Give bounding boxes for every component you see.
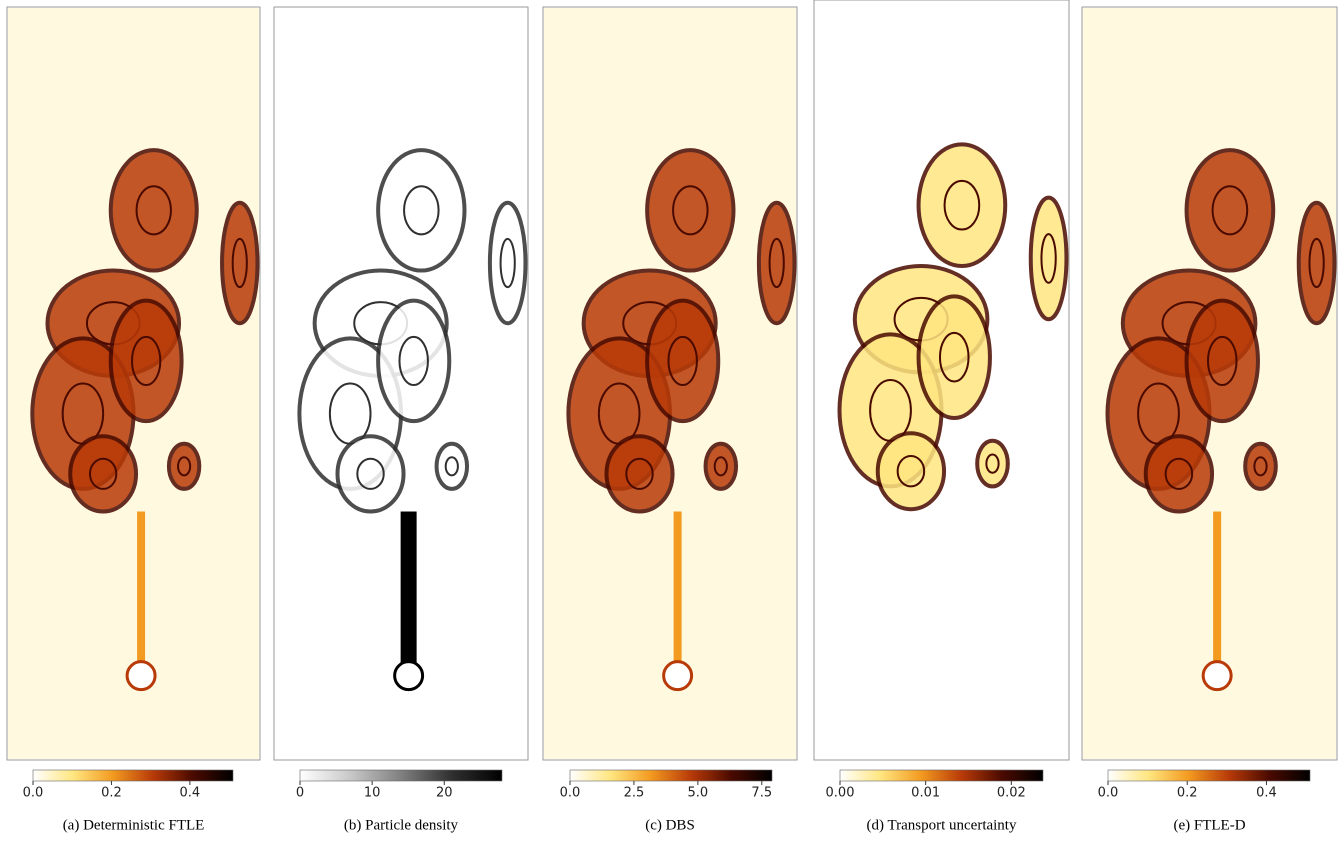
vortex (1187, 301, 1258, 421)
vortex (111, 301, 182, 421)
vortex (878, 433, 944, 509)
colorbar-tick-label: 0.4 (180, 786, 201, 801)
vortex (338, 436, 404, 511)
vortex (1031, 198, 1067, 320)
panel: 0.0 2.5 5.0 7.5 (c) DBS (543, 7, 797, 833)
colorbar (840, 770, 1043, 781)
colorbar-tick-label: 0.0 (560, 786, 581, 801)
vortex (169, 444, 199, 489)
panel-caption: (c) DBS (645, 817, 695, 833)
vortex (378, 150, 464, 270)
wake-stem (674, 512, 682, 670)
cylinder (395, 662, 423, 690)
cylinder (664, 662, 692, 690)
panel-caption: (b) Particle density (344, 817, 459, 833)
colorbar (300, 770, 502, 781)
vortex (919, 296, 990, 418)
colorbar-tick-label: 5.0 (688, 786, 709, 801)
colorbar (33, 770, 233, 781)
wake-stem (137, 512, 145, 670)
figure: 0.0 0.2 0.4 (a) Deterministic FTLE 0 10 20 (b) … (0, 0, 1343, 841)
vortex (977, 441, 1008, 487)
vortex (378, 301, 449, 421)
vortex (759, 203, 795, 323)
cylinder (127, 662, 155, 690)
vortex (647, 301, 718, 421)
colorbar-tick-label: 0.2 (101, 786, 122, 801)
colorbar-tick-label: 20 (436, 786, 453, 801)
colorbar (1108, 770, 1310, 781)
vortex (607, 436, 673, 511)
vortex (919, 144, 1006, 266)
vortex (647, 150, 733, 270)
panel-caption: (d) Transport uncertainty (867, 817, 1017, 833)
colorbar-tick-label: 2.5 (624, 786, 645, 801)
colorbar-tick-label: 0.0 (23, 786, 44, 801)
vortex (490, 203, 526, 323)
panel-caption: (a) Deterministic FTLE (63, 817, 205, 833)
colorbar-tick-label: 0.4 (1256, 786, 1277, 801)
colorbar-tick-label: 0.02 (997, 786, 1026, 801)
colorbar-tick-label: 10 (364, 786, 381, 801)
vortex (222, 203, 257, 323)
wake-stem (1213, 512, 1221, 670)
colorbar-tick-label: 0.0 (1098, 786, 1119, 801)
colorbar-tick-label: 0.00 (826, 786, 855, 801)
vortex (1245, 444, 1276, 489)
vortex (1146, 436, 1212, 511)
vortex (437, 444, 467, 489)
vortex (1187, 150, 1274, 270)
panel: 0 10 20 (b) Particle density (274, 7, 528, 833)
panel-caption: (e) FTLE-D (1173, 817, 1245, 833)
wake-stem (401, 512, 417, 670)
vortex (1299, 203, 1335, 323)
panel: 0.00 0.01 0.02 (d) Transport uncertainty (814, 0, 1069, 833)
cylinder (1203, 662, 1231, 690)
colorbar-tick-label: 7.5 (751, 786, 772, 801)
colorbar-tick-label: 0 (296, 786, 304, 801)
vortex (706, 444, 736, 489)
vortex (111, 150, 197, 270)
vortex (70, 436, 136, 511)
colorbar-tick-label: 0.2 (1177, 786, 1198, 801)
panel: 0.0 0.2 0.4 (e) FTLE-D (1082, 7, 1337, 833)
panel: 0.0 0.2 0.4 (a) Deterministic FTLE (7, 7, 260, 833)
colorbar (570, 770, 772, 781)
colorbar-tick-label: 0.01 (911, 786, 940, 801)
